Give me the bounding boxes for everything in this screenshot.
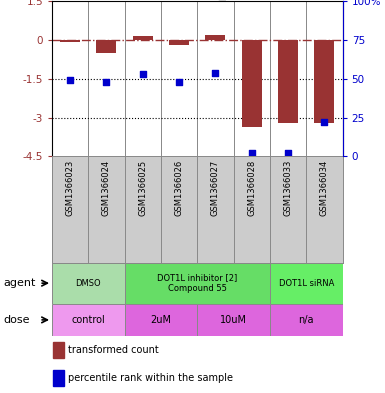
Bar [52,304,125,336]
Text: dose: dose [4,315,30,325]
Bar [54,342,64,358]
Bar [315,40,335,123]
Text: GSM1366026: GSM1366026 [175,160,184,216]
Bar [54,370,64,386]
Text: GSM1366024: GSM1366024 [102,160,111,216]
Point [104,79,110,85]
Bar [278,40,298,123]
Point [285,150,291,156]
Text: GSM1366028: GSM1366028 [247,160,256,216]
Bar [125,304,197,336]
Bar [97,40,117,53]
Text: DOT1L siRNA: DOT1L siRNA [279,279,334,288]
Bar [52,263,125,304]
Text: GSM1366027: GSM1366027 [211,160,220,216]
Bar [197,304,270,336]
Bar [270,263,343,304]
Point [140,71,146,77]
Text: GSM1366034: GSM1366034 [320,160,329,216]
Text: transformed count: transformed count [68,345,159,355]
Text: n/a: n/a [298,315,314,325]
Text: GSM1366033: GSM1366033 [284,160,293,216]
Bar [270,304,343,336]
Point [213,70,219,76]
Text: 10uM: 10uM [220,315,247,325]
Bar [133,36,153,40]
Text: DOT1L inhibitor [2]
Compound 55: DOT1L inhibitor [2] Compound 55 [157,274,238,293]
Bar [60,40,80,42]
Bar [125,263,270,304]
Text: percentile rank within the sample: percentile rank within the sample [68,373,233,383]
Text: control: control [72,315,105,325]
Text: GSM1366023: GSM1366023 [65,160,75,216]
Text: 2uM: 2uM [151,315,171,325]
Bar [169,40,189,45]
Point [176,79,182,85]
Text: agent: agent [4,278,36,288]
Text: GSM1366025: GSM1366025 [138,160,147,216]
Point [67,77,73,83]
Point [321,119,328,125]
Text: DMSO: DMSO [75,279,101,288]
Point [249,150,255,156]
Bar [206,35,226,40]
Bar [242,40,262,127]
